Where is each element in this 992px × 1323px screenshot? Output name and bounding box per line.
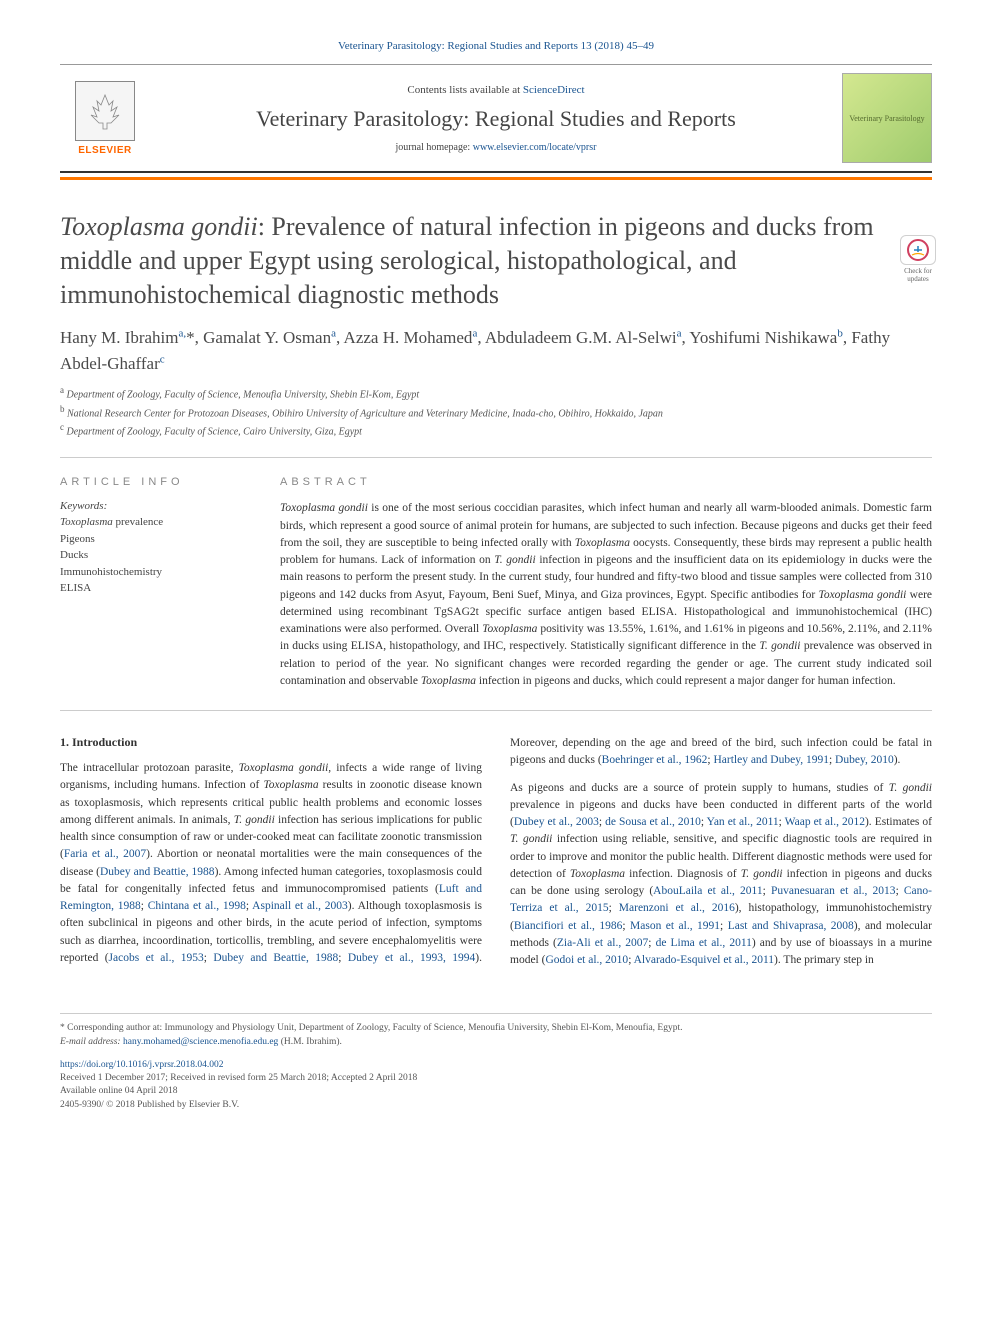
journal-cover-icon: Veterinary Parasitology [842, 73, 932, 163]
publisher-logo: ELSEVIER [60, 81, 150, 156]
affiliation-c: Department of Zoology, Faculty of Scienc… [67, 426, 362, 437]
title-italic-species: Toxoplasma gondii [60, 212, 258, 241]
article-info-sidebar: ARTICLE INFO Keywords: Toxoplasma preval… [60, 476, 250, 690]
divider [60, 710, 932, 711]
affiliations: a Department of Zoology, Faculty of Scie… [60, 384, 932, 439]
received-dates: Received 1 December 2017; Received in re… [60, 1072, 932, 1085]
footer-divider [60, 1013, 932, 1022]
keyword-item: Pigeons [60, 531, 250, 548]
intro-heading: 1. Introduction [60, 735, 482, 750]
affiliation-a: Department of Zoology, Faculty of Scienc… [67, 390, 420, 401]
body-paragraph: As pigeons and ducks are a source of pro… [510, 780, 932, 970]
homepage-line: journal homepage: www.elsevier.com/locat… [150, 142, 842, 153]
keyword-item: Ducks [60, 547, 250, 564]
abstract-section: ABSTRACT Toxoplasma gondii is one of the… [280, 476, 932, 690]
introduction-section: 1. Introduction The intracellular protoz… [60, 735, 932, 973]
journal-name: Veterinary Parasitology: Regional Studie… [150, 106, 842, 132]
available-online: Available online 04 April 2018 [60, 1085, 932, 1098]
keyword-item: Immunohistochemistry [60, 564, 250, 581]
abstract-heading: ABSTRACT [280, 476, 932, 488]
keywords-list: Toxoplasma prevalence Pigeons Ducks Immu… [60, 514, 250, 597]
elsevier-label: ELSEVIER [78, 145, 131, 156]
keyword-item: ELISA [60, 580, 250, 597]
copyright-line: 2405-9390/ © 2018 Published by Elsevier … [60, 1099, 932, 1112]
masthead-center: Contents lists available at ScienceDirec… [150, 84, 842, 153]
doi-link[interactable]: https://doi.org/10.1016/j.vprsr.2018.04.… [60, 1060, 223, 1070]
email-label: E-mail address: [60, 1037, 123, 1047]
email-suffix: (H.M. Ibrahim). [281, 1037, 342, 1047]
citation-header[interactable]: Veterinary Parasitology: Regional Studie… [60, 40, 932, 52]
elsevier-tree-icon [75, 81, 135, 141]
affiliation-b: National Research Center for Protozoan D… [67, 408, 663, 419]
doi-block: https://doi.org/10.1016/j.vprsr.2018.04.… [60, 1059, 932, 1112]
journal-homepage-link[interactable]: www.elsevier.com/locate/vprsr [473, 142, 597, 153]
homepage-prefix: journal homepage: [396, 142, 473, 153]
corresponding-text: * Corresponding author at: Immunology an… [60, 1022, 932, 1035]
check-updates-badge[interactable]: Check forupdates [894, 235, 942, 283]
cover-label: Veterinary Parasitology [849, 114, 924, 123]
check-updates-icon [900, 235, 936, 265]
keyword-item: Toxoplasma prevalence [60, 514, 250, 531]
masthead: ELSEVIER Contents lists available at Sci… [60, 64, 932, 173]
keywords-label: Keywords: [60, 500, 250, 512]
sciencedirect-link[interactable]: ScienceDirect [523, 84, 585, 96]
contents-prefix: Contents lists available at [407, 84, 522, 96]
divider [60, 457, 932, 458]
check-updates-text: Check forupdates [904, 267, 932, 283]
article-title: Toxoplasma gondii: Prevalence of natural… [60, 210, 932, 311]
article-info-heading: ARTICLE INFO [60, 476, 250, 488]
citation-link[interactable]: Veterinary Parasitology: Regional Studie… [338, 40, 654, 52]
orange-divider [60, 177, 932, 180]
corresponding-email-link[interactable]: hany.mohamed@science.menofia.edu.eg [123, 1037, 278, 1047]
contents-line: Contents lists available at ScienceDirec… [150, 84, 842, 96]
corresponding-author-note: * Corresponding author at: Immunology an… [60, 1022, 932, 1049]
abstract-text: Toxoplasma gondii is one of the most ser… [280, 500, 932, 690]
authors-list: Hany M. Ibrahima,*, Gamalat Y. Osmana, A… [60, 325, 932, 376]
